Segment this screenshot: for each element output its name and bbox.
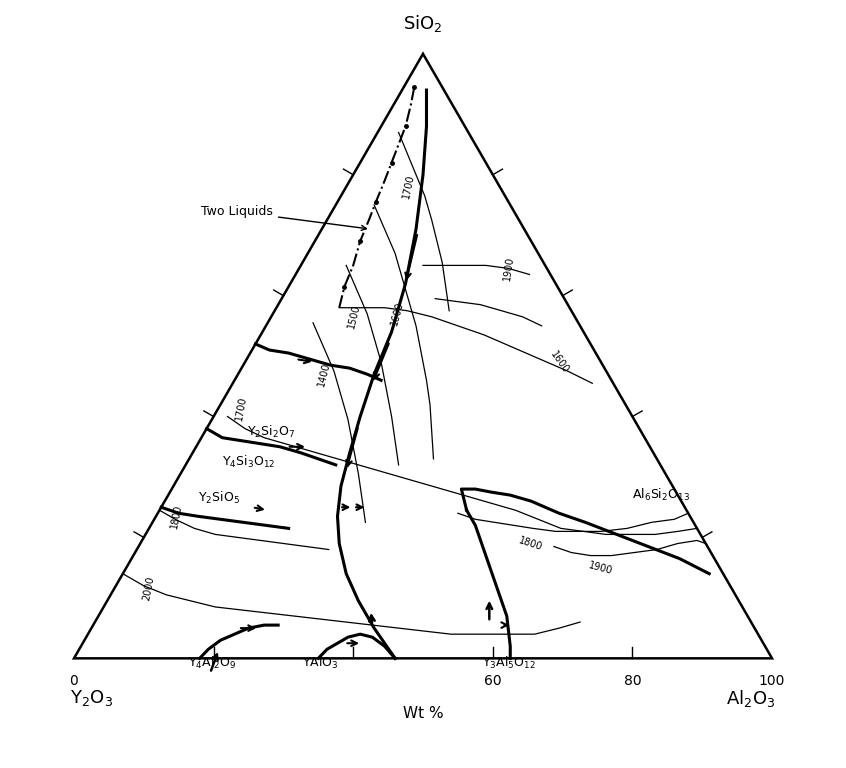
Text: 1600: 1600 <box>549 349 571 375</box>
Text: 80: 80 <box>624 674 641 687</box>
Text: Y$_4$Al$_2$O$_9$: Y$_4$Al$_2$O$_9$ <box>188 655 236 671</box>
Text: Y$_4$Si$_3$O$_{12}$: Y$_4$Si$_3$O$_{12}$ <box>222 454 276 470</box>
Text: 1900: 1900 <box>503 256 515 281</box>
Text: Y$_2$SiO$_5$: Y$_2$SiO$_5$ <box>198 490 239 506</box>
Text: 1700: 1700 <box>234 396 249 422</box>
Text: Two Liquids: Two Liquids <box>201 205 366 230</box>
Text: Al$_2$O$_3$: Al$_2$O$_3$ <box>726 687 776 709</box>
Text: SiO$_2$: SiO$_2$ <box>404 13 442 35</box>
Text: Y$_3$Al$_5$O$_{12}$: Y$_3$Al$_5$O$_{12}$ <box>481 655 536 671</box>
Text: 2000: 2000 <box>141 576 156 602</box>
Text: 1900: 1900 <box>587 560 613 576</box>
Text: 60: 60 <box>484 674 502 687</box>
Text: 1800: 1800 <box>517 536 544 553</box>
Text: YAlO$_3$: YAlO$_3$ <box>302 655 338 671</box>
Text: Al$_6$Si$_2$O$_{13}$: Al$_6$Si$_2$O$_{13}$ <box>633 487 690 503</box>
Text: Y$_2$Si$_2$O$_7$: Y$_2$Si$_2$O$_7$ <box>247 424 294 440</box>
Text: 1600: 1600 <box>389 300 405 327</box>
Text: 0: 0 <box>69 674 79 687</box>
Text: Y$_2$O$_3$: Y$_2$O$_3$ <box>70 687 113 707</box>
Text: 1500: 1500 <box>346 303 362 330</box>
Text: 100: 100 <box>759 674 785 687</box>
Text: 1400: 1400 <box>316 361 332 387</box>
Text: 1800: 1800 <box>169 503 184 529</box>
Text: 1700: 1700 <box>401 174 416 200</box>
Text: Wt %: Wt % <box>403 706 443 721</box>
